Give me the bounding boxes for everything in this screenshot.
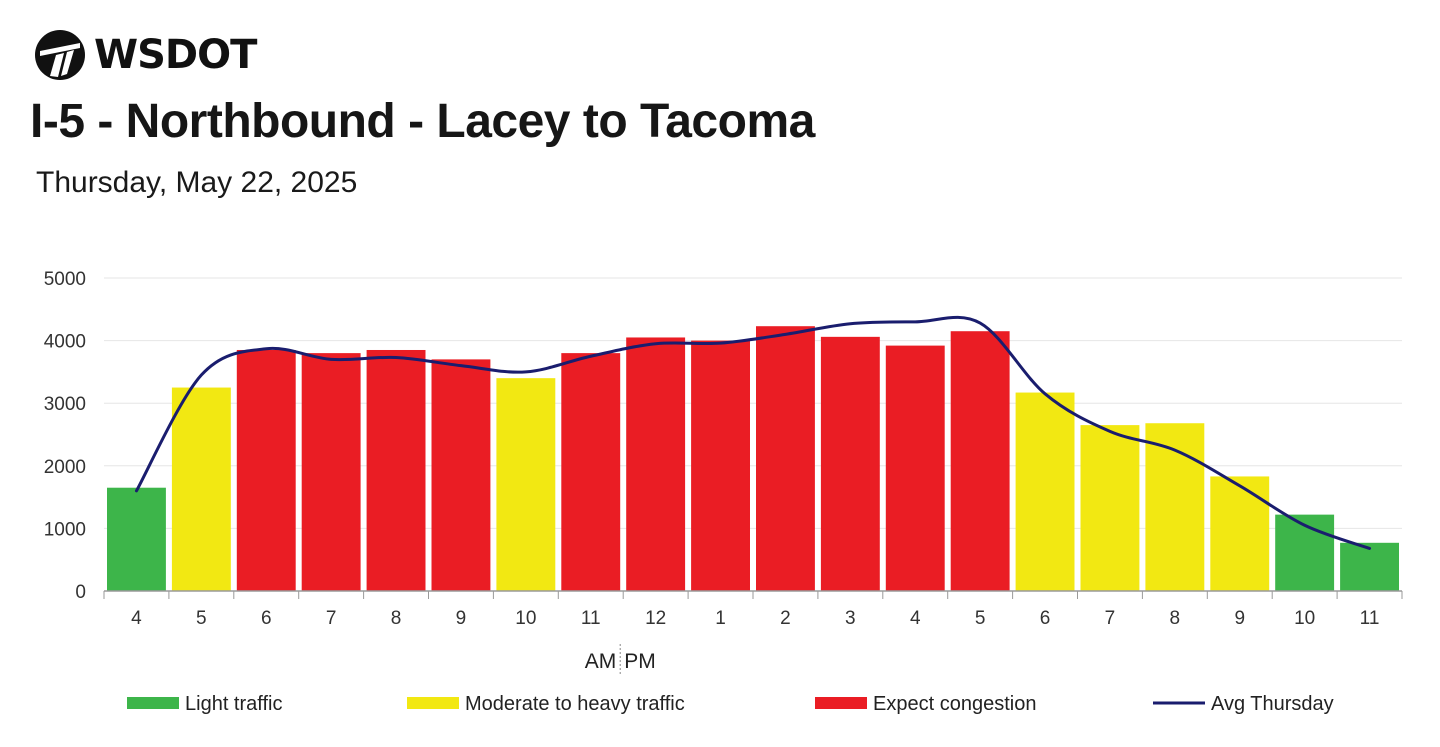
avg-thursday-line <box>134 315 1372 550</box>
x-tick-label: 3 <box>845 608 856 629</box>
y-tick-label: 0 <box>75 582 86 603</box>
x-tick-label: 9 <box>456 608 467 629</box>
x-tick-label: 5 <box>975 608 986 629</box>
bar <box>171 387 231 591</box>
brand-name: WSDOT <box>94 32 257 78</box>
y-tick-label: 2000 <box>44 457 86 478</box>
bar <box>626 337 686 591</box>
x-tick-label: 6 <box>261 608 272 629</box>
legend-label: Avg Thursday <box>1211 693 1334 715</box>
bar <box>561 353 621 591</box>
am-label: AM <box>585 650 617 673</box>
legend-swatch-moderate <box>407 697 459 709</box>
x-tick-label: 4 <box>910 608 921 629</box>
x-tick-label: 1 <box>715 608 726 629</box>
bar <box>1080 425 1140 591</box>
bar <box>820 336 880 591</box>
bar <box>431 359 491 591</box>
bar <box>1340 542 1399 591</box>
wsdot-circle-logo-icon <box>35 30 85 80</box>
legend-swatch-light <box>127 697 179 709</box>
bar <box>756 326 815 591</box>
y-tick-label: 4000 <box>44 332 86 353</box>
x-tick-label: 8 <box>1170 608 1181 629</box>
bar <box>691 340 750 591</box>
chart-subtitle: Thursday, May 22, 2025 <box>36 166 358 199</box>
legend-label: Moderate to heavy traffic <box>465 693 685 715</box>
x-tick-label: 8 <box>391 608 402 629</box>
bar <box>950 331 1010 591</box>
bar <box>236 349 296 591</box>
bar <box>885 345 945 591</box>
x-tick-label: 6 <box>1040 608 1051 629</box>
x-tick-label: 11 <box>1360 608 1380 629</box>
legend-swatch-congestion <box>815 697 867 709</box>
y-tick-label: 3000 <box>44 394 86 415</box>
pm-label: PM <box>624 650 656 673</box>
y-tick-label: 5000 <box>44 269 86 290</box>
x-tick-label: 7 <box>326 608 337 629</box>
bar <box>107 487 166 591</box>
x-tick-label: 11 <box>581 608 601 629</box>
x-tick-label: 4 <box>131 608 142 629</box>
chart-title: I-5 - Northbound - Lacey to Tacoma <box>30 95 815 148</box>
wsdot-logo: WSDOT <box>34 28 257 82</box>
legend-label: Expect congestion <box>873 693 1036 715</box>
y-tick-label: 1000 <box>44 519 86 540</box>
x-tick-label: 10 <box>515 608 536 629</box>
bar <box>1015 392 1075 591</box>
legend-label: Light traffic <box>185 693 282 715</box>
x-tick-label: 7 <box>1105 608 1116 629</box>
bar <box>496 378 556 591</box>
x-tick-label: 9 <box>1234 608 1245 629</box>
bar <box>1145 423 1205 591</box>
bar <box>366 349 426 591</box>
x-tick-label: 5 <box>196 608 207 629</box>
x-tick-label: 2 <box>780 608 791 629</box>
x-tick-label: 10 <box>1294 608 1315 629</box>
bar <box>1275 514 1335 591</box>
x-tick-label: 12 <box>645 608 666 629</box>
bar <box>301 353 361 591</box>
bar <box>1210 476 1270 591</box>
